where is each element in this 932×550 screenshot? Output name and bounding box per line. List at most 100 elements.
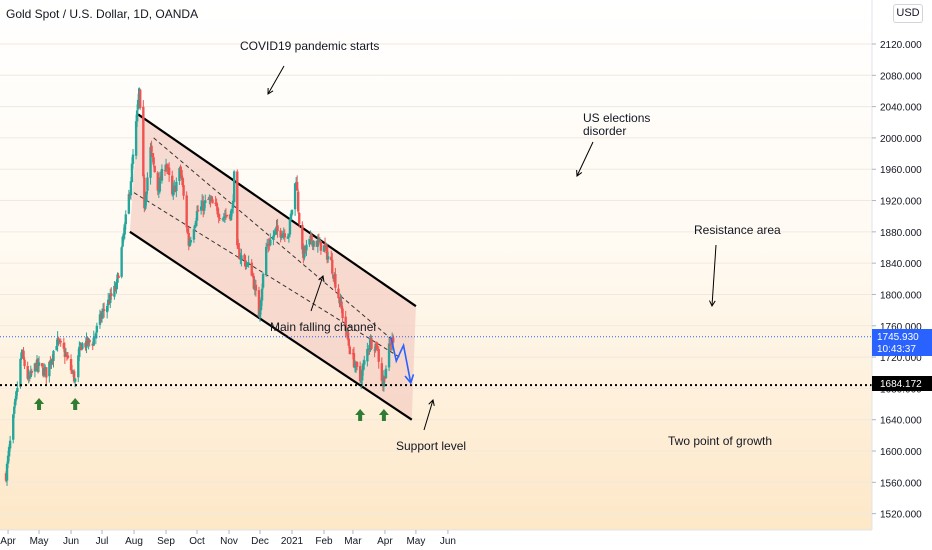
candle: [240, 248, 243, 267]
candle-body: [52, 350, 55, 362]
candle: [59, 338, 62, 347]
candle-body: [246, 263, 249, 266]
candle-body: [221, 218, 225, 220]
price-scale-panel[interactable]: [872, 0, 932, 530]
candle-body: [264, 246, 268, 275]
candle: [63, 342, 67, 364]
candle-body: [358, 366, 362, 382]
time-tick-label: Nov: [220, 536, 238, 547]
candle-body: [218, 217, 221, 219]
candle-body: [145, 191, 148, 202]
candle-body: [144, 199, 147, 209]
candle-body: [163, 169, 167, 171]
candle-body: [362, 364, 365, 371]
currency-button[interactable]: USD: [893, 4, 923, 23]
candle-body: [387, 343, 391, 368]
candle-body: [240, 255, 243, 260]
candle-body: [382, 376, 386, 387]
time-tick-label: Apr: [377, 536, 393, 547]
candle: [20, 349, 23, 361]
candle: [347, 332, 350, 349]
candle-body: [290, 209, 294, 215]
candle-body: [293, 183, 297, 210]
candle: [52, 350, 55, 368]
candle-body: [121, 236, 124, 247]
time-tick-label: May: [406, 536, 425, 547]
candle: [218, 213, 221, 222]
price-tick-label: 1560.000: [880, 478, 922, 489]
candle-body: [14, 398, 17, 406]
candle: [81, 342, 84, 350]
candle: [94, 331, 98, 345]
candle: [195, 205, 199, 227]
candle-body: [217, 214, 220, 218]
candle: [88, 338, 91, 347]
candle-body: [337, 288, 340, 299]
price-tick-label: 1880.000: [880, 228, 922, 239]
candle-body: [115, 281, 118, 289]
candle-body: [131, 154, 135, 164]
price-tick-label: 2000.000: [880, 134, 922, 145]
pointer-support-head: [428, 399, 435, 406]
candle: [146, 172, 149, 195]
falling-channel: [129, 113, 417, 421]
candle-body: [257, 290, 261, 317]
candle-body: [153, 165, 156, 173]
candle-body: [149, 147, 152, 178]
candle-body: [172, 188, 175, 196]
candle-body: [160, 168, 164, 181]
candle-body: [298, 213, 301, 224]
candle-body: [288, 219, 292, 235]
time-tick-label: Apr: [0, 536, 16, 547]
channel-upper-line: [137, 113, 417, 308]
candle: [196, 204, 200, 213]
current-price-tag: [872, 329, 932, 356]
candle-body: [276, 225, 279, 232]
candle-body: [222, 216, 226, 219]
candle: [105, 303, 109, 319]
candle-body: [62, 342, 66, 349]
candle-body: [57, 338, 60, 342]
candle-body: [81, 343, 84, 349]
candle: [308, 238, 311, 248]
candle: [325, 243, 329, 264]
price-tick-label: 1800.000: [880, 290, 922, 301]
candle: [116, 272, 119, 290]
candle-body: [136, 99, 140, 110]
candle-body: [251, 274, 254, 277]
candle-body: [56, 338, 59, 345]
annotation-support: Support level: [396, 439, 466, 453]
candle-body: [244, 260, 247, 267]
candle: [377, 346, 380, 369]
candle-body: [208, 198, 211, 200]
pointer-elections: [576, 141, 594, 177]
price-tags: 1745.930 10:43:37 1684.172: [872, 329, 932, 391]
candle-body: [384, 368, 388, 379]
candle: [287, 233, 291, 243]
candle: [261, 272, 265, 290]
candle: [258, 308, 262, 322]
growth-point-arrow: [355, 409, 366, 421]
candle-body: [110, 293, 113, 296]
candle: [153, 165, 156, 173]
time-scale-panel[interactable]: [0, 530, 932, 550]
candle-body: [127, 194, 131, 214]
candle: [298, 211, 301, 228]
candle-body: [322, 245, 326, 252]
candle: [288, 218, 292, 238]
candle-body: [188, 241, 191, 247]
pointer-covid: [267, 65, 285, 95]
candle: [95, 322, 99, 339]
candle-body: [231, 200, 235, 209]
candle: [56, 331, 59, 352]
candle-body: [150, 145, 153, 152]
candle-body: [181, 177, 184, 186]
candle-body: [261, 273, 265, 288]
candle: [250, 259, 253, 276]
candle: [281, 230, 284, 238]
candle: [375, 341, 378, 351]
candle: [244, 255, 247, 270]
